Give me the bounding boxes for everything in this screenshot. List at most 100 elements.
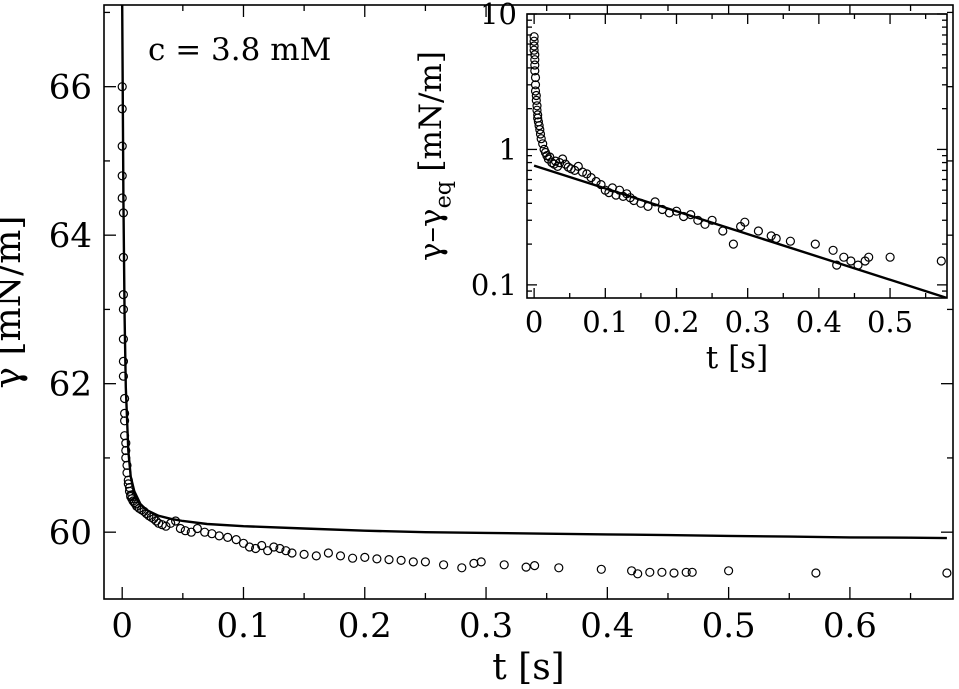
main-data-point xyxy=(161,521,171,531)
inset-xtick-label: 0 xyxy=(525,305,543,339)
main-xtick-label: 0.4 xyxy=(580,606,634,646)
main-data-point xyxy=(420,557,430,567)
main-xtick-label: 0.5 xyxy=(702,606,756,646)
inset-xtick-label: 0.4 xyxy=(796,305,842,339)
main-data-point xyxy=(360,552,370,563)
inset-data-point xyxy=(533,110,543,120)
inset-data-point xyxy=(560,159,571,169)
inset-data-point xyxy=(535,129,546,139)
inset-data-point xyxy=(728,239,739,249)
main-data-point xyxy=(372,554,382,564)
main-data-point xyxy=(476,557,486,567)
main-data-point xyxy=(457,563,467,573)
main-data-point xyxy=(687,567,697,577)
inset-data-point xyxy=(577,167,588,177)
main-data-point xyxy=(118,356,129,366)
main-data-point xyxy=(596,564,606,574)
main-data-point xyxy=(521,562,531,572)
inset-fit-line xyxy=(533,164,947,298)
inset-data-point xyxy=(839,252,849,262)
main-xtick-label: 0.1 xyxy=(216,606,270,646)
inset-data-point xyxy=(753,226,764,236)
main-ytick-label: 62 xyxy=(49,365,92,405)
main-data-point xyxy=(269,542,279,552)
inset-data-point xyxy=(766,231,776,241)
inset-data-point xyxy=(846,256,856,266)
main-data-point xyxy=(223,532,233,543)
inset-data-point xyxy=(530,86,541,96)
main-x-axis-title: t [s] xyxy=(492,647,564,688)
inset-xtick-label: 0.5 xyxy=(867,305,913,339)
main-data-point xyxy=(681,567,691,577)
main-data-point xyxy=(192,523,202,534)
inset-data-point xyxy=(535,125,545,135)
main-data-point xyxy=(118,334,129,344)
inset-y-axis-title-unit: [mN/m] xyxy=(413,51,449,172)
main-data-point xyxy=(281,546,291,556)
inset-data-point xyxy=(864,252,874,262)
inset-data-point xyxy=(936,256,946,266)
inset-data-point xyxy=(531,95,541,106)
main-data-point xyxy=(119,416,130,426)
inset-y-axis-title-sub: eq xyxy=(430,181,456,209)
inset-data-point xyxy=(529,45,539,55)
inset-data-point xyxy=(885,252,895,262)
main-data-point xyxy=(121,445,131,456)
main-data-point xyxy=(119,393,130,404)
main-data-point xyxy=(275,543,285,554)
inset-data-point xyxy=(530,60,540,70)
main-xtick-label: 0.2 xyxy=(338,606,392,646)
main-data-point xyxy=(348,553,358,563)
main-data-point xyxy=(499,560,509,570)
main-data-point xyxy=(384,554,394,565)
inset-background xyxy=(527,14,947,298)
inset-data-point xyxy=(740,217,750,227)
inset-xtick-label: 0.1 xyxy=(582,305,628,339)
main-ytick-label: 64 xyxy=(49,216,92,256)
inset-data-point xyxy=(810,239,820,249)
main-frame xyxy=(103,4,954,600)
main-data-point xyxy=(257,540,267,551)
inset-y-axis-title: γ–γeq [mN/m] xyxy=(413,51,456,261)
main-data-point xyxy=(811,568,821,578)
main-data-point xyxy=(238,538,249,548)
main-data-point xyxy=(469,558,479,569)
main-data-point xyxy=(408,557,418,567)
main-xtick-label: 0 xyxy=(111,606,133,646)
main-data-point xyxy=(118,371,129,381)
main-fit-line xyxy=(121,5,947,540)
inset-ytick-label: 1 xyxy=(499,133,517,167)
main-data-point xyxy=(214,531,224,541)
main-data-point xyxy=(439,560,449,570)
inset-data-point xyxy=(529,32,539,42)
inset-data-point xyxy=(785,236,796,246)
inset-data-point xyxy=(531,90,541,101)
inset-data-point xyxy=(538,139,548,149)
main-data-point xyxy=(554,563,564,573)
inset-x-axis-title: t [s] xyxy=(706,340,768,376)
main-y-axis-title: γ [mN/m] xyxy=(0,216,29,389)
inset-data-point xyxy=(534,120,544,131)
inset-ytick-label: 10 xyxy=(480,0,517,31)
inset-xtick-label: 0.3 xyxy=(725,305,771,339)
main-ytick-label: 60 xyxy=(49,513,92,553)
main-data-point xyxy=(529,560,540,571)
main-data-point xyxy=(311,551,321,561)
inset-xtick-label: 0.2 xyxy=(653,305,699,339)
inset-data-point xyxy=(530,66,540,76)
main-data-point xyxy=(323,548,333,558)
inset-data-point xyxy=(532,101,542,111)
main-data-point xyxy=(396,555,406,566)
inset-data-point xyxy=(530,72,541,83)
main-data-point xyxy=(180,526,190,536)
main-data-point xyxy=(121,438,131,448)
main-data-point xyxy=(299,549,309,560)
inset-data-point xyxy=(529,41,539,51)
main-data-point xyxy=(231,534,241,545)
inset-data-point xyxy=(536,134,546,144)
main-data-point xyxy=(942,568,952,578)
inset-data-point xyxy=(828,245,838,255)
inset-series-group xyxy=(529,32,947,298)
